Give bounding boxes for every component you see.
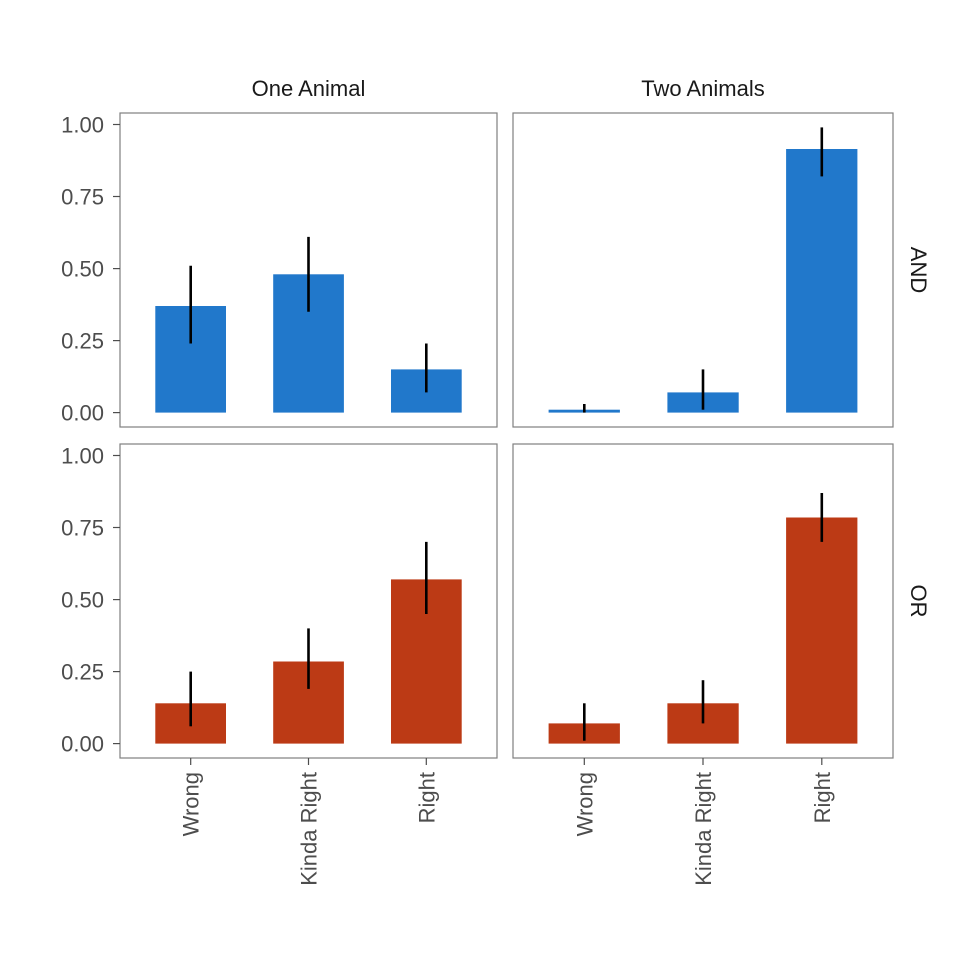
facet-title-two-animals: Two Animals <box>641 76 765 101</box>
facet-title-one-animal: One Animal <box>252 76 366 101</box>
y-tick-label-row1-0: 0.00 <box>61 401 104 426</box>
y-tick-label-row2-4: 1.00 <box>61 444 104 469</box>
facet-row-label-or: OR <box>906 585 931 618</box>
bar-two-animals-or-right <box>786 517 858 744</box>
x-tick-label-col2-kinda-right: Kinda Right <box>691 772 716 886</box>
panel-frame-two-animals-and <box>512 112 894 428</box>
y-tick-label-row1-3: 0.75 <box>61 185 104 210</box>
y-tick-label-row2-3: 0.75 <box>61 516 104 541</box>
x-tick-label-col1-right: Right <box>414 772 439 823</box>
y-tick-label-row1-4: 1.00 <box>61 113 104 138</box>
x-tick-label-col2-wrong: Wrong <box>572 772 597 836</box>
y-tick-label-row2-2: 0.50 <box>61 588 104 613</box>
bar-two-animals-and-right <box>786 149 858 413</box>
y-tick-label-row1-2: 0.50 <box>61 257 104 282</box>
y-tick-label-row2-1: 0.25 <box>61 660 104 685</box>
y-tick-label-row1-1: 0.25 <box>61 329 104 354</box>
y-tick-label-row2-0: 0.00 <box>61 732 104 757</box>
x-tick-label-col1-wrong: Wrong <box>179 772 204 836</box>
x-tick-label-col1-kinda-right: Kinda Right <box>297 772 322 886</box>
panel-frame-one-animal-and <box>119 112 498 428</box>
x-tick-label-col2-right: Right <box>810 772 835 823</box>
facet-row-label-and: AND <box>906 247 931 293</box>
